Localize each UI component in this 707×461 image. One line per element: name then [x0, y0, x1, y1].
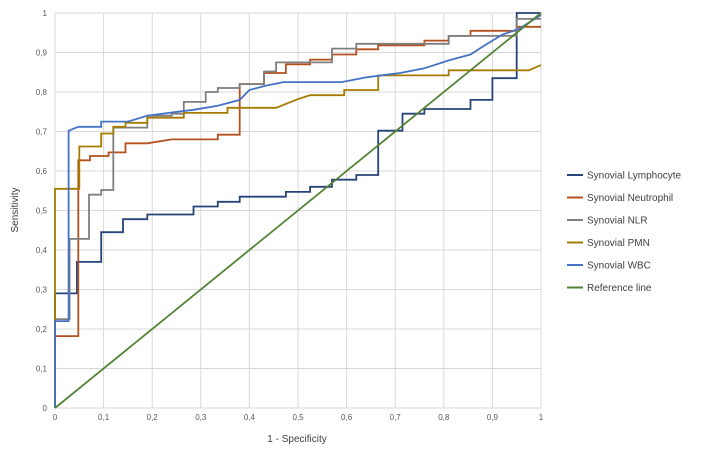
y-tick-label: 0,5: [36, 207, 48, 216]
legend-label-synovial-neutrophil: Synovial Neutrophil: [587, 193, 673, 204]
x-tick-label: 0,5: [292, 413, 304, 422]
x-tick-label: 0,1: [98, 413, 110, 422]
legend-label-reference-line: Reference line: [587, 283, 652, 294]
series-line-synovial-lymphocyte: [54, 12, 541, 408]
series-line-synovial-pmn: [54, 64, 542, 408]
x-tick-label: 1: [539, 413, 544, 422]
x-tick-label: 0,6: [341, 413, 353, 422]
y-tick-label: 0,1: [36, 365, 48, 374]
y-tick-label: 0,8: [36, 88, 48, 97]
legend-label-synovial-wbc: Synovial WBC: [587, 261, 651, 272]
y-tick-label: 0,9: [36, 49, 48, 58]
x-tick-label: 0,2: [147, 413, 159, 422]
x-tick-labels: 0 0,1 0,2 0,3 0,4 0,5 0,6 0,7 0,8 0,9 1: [53, 413, 544, 422]
series-line-synovial-nlr: [54, 18, 541, 408]
y-tick-label: 0,6: [36, 167, 48, 176]
legend-label-synovial-lymphocyte: Synovial Lymphocyte: [587, 171, 682, 182]
y-tick-label: 0,3: [36, 286, 48, 295]
x-tick-label: 0,9: [487, 413, 499, 422]
x-tick-label: 0,8: [438, 413, 450, 422]
gridlines: [54, 12, 542, 409]
y-tick-label: 0,2: [36, 325, 48, 334]
x-tick-label: 0: [53, 413, 58, 422]
y-axis-title: Sensitivity: [10, 187, 21, 232]
x-tick-label: 0,3: [195, 413, 207, 422]
legend-label-synovial-nlr: Synovial NLR: [587, 216, 648, 227]
x-tick-label: 0,4: [244, 413, 256, 422]
series-line-synovial-wbc: [54, 14, 542, 408]
y-tick-label: 0,4: [36, 246, 48, 255]
x-tick-label: 0,7: [390, 413, 402, 422]
y-tick-label: 0: [43, 404, 48, 413]
x-axis-title: 1 - Specificity: [267, 434, 326, 445]
y-tick-label: 0,7: [36, 128, 48, 137]
series-line-reference-line: [54, 12, 542, 409]
legend: Synovial Lymphocyte Synovial Neutrophil Sy…: [567, 171, 682, 294]
series-lines: [54, 12, 542, 409]
legend-label-synovial-pmn: Synovial PMN: [587, 238, 650, 249]
y-tick-label: 1: [43, 9, 48, 18]
y-tick-labels: 0 0,1 0,2 0,3 0,4 0,5 0,6 0,7 0,8 0,9 1: [36, 9, 48, 413]
